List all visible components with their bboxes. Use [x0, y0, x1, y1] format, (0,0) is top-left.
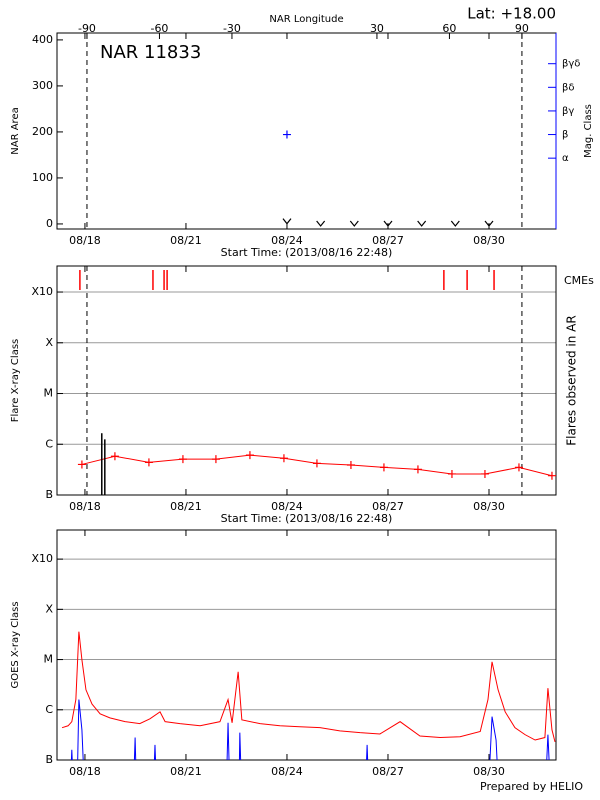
x2-tick-label: 60: [442, 22, 456, 35]
x2-tick-label: 90: [515, 22, 529, 35]
x-tick-label: 08/24: [271, 765, 303, 778]
x-axis-label: Start Time: (2013/08/16 22:48): [221, 512, 393, 525]
legend-label: CMEs: [564, 274, 594, 287]
data-point: [480, 469, 489, 478]
y-axis-label: Flare X-ray Class: [10, 339, 21, 423]
data-point: [77, 460, 86, 469]
data-point: [316, 220, 326, 227]
y-tick-label: 0: [46, 217, 53, 230]
y-tick-label: B: [45, 753, 53, 766]
x-axis-label: Start Time: (2013/08/16 22:48): [221, 246, 393, 259]
y-tick-label: X10: [31, 552, 53, 565]
flare-bar: [101, 433, 103, 495]
data-point: [346, 461, 355, 470]
data-point: [383, 220, 393, 227]
data-point: [178, 455, 187, 464]
y2-tick-label: βγ: [562, 106, 574, 117]
y-tick-label: X: [45, 336, 53, 349]
x-tick-label: 08/21: [170, 234, 202, 247]
x-tick-label: 08/21: [170, 765, 202, 778]
y-tick-label: M: [44, 653, 54, 666]
y-axis-label: GOES X-ray Class: [10, 601, 21, 688]
y2-tick-label: α: [562, 153, 569, 164]
y-axis-label: NAR Area: [10, 107, 21, 154]
y-tick-label: B: [45, 488, 53, 501]
y-tick-label: 100: [32, 171, 53, 184]
y2-tick-label: β: [562, 130, 568, 141]
data-point: [484, 220, 494, 227]
y-tick-label: 300: [32, 79, 53, 92]
y-tick-label: 200: [32, 125, 53, 138]
x-tick-label: 08/30: [473, 234, 505, 247]
y-tick-label: C: [45, 703, 53, 716]
x2-tick-label: -60: [150, 22, 168, 35]
annotation: Lat: +18.00: [467, 5, 556, 23]
y-tick-label: X: [45, 602, 53, 615]
plot-frame: [56, 265, 557, 496]
data-point: [447, 469, 456, 478]
data-point: [312, 459, 321, 468]
data-point: [514, 463, 523, 472]
x-tick-label: 08/18: [69, 765, 101, 778]
data-point: [110, 452, 119, 461]
x-tick-label: 08/27: [372, 765, 404, 778]
footer: Prepared by HELIO: [480, 780, 583, 793]
y2-axis-label: Flares observed in AR: [565, 315, 579, 445]
x-tick-label: 08/27: [372, 234, 404, 247]
data-point: [450, 220, 460, 227]
y-tick-label: C: [45, 437, 53, 450]
y-tick-label: M: [44, 387, 54, 400]
y-tick-label: 400: [32, 33, 53, 46]
x-tick-label: 08/30: [473, 500, 505, 513]
y2-tick-label: βγδ: [562, 59, 580, 70]
series-layer: [61, 631, 556, 760]
x-tick-label: 08/30: [473, 765, 505, 778]
x2-axis-label: NAR Longitude: [269, 14, 343, 25]
chart-title: NAR 11833: [100, 42, 201, 63]
data-point: [211, 455, 220, 464]
series-line: [61, 631, 556, 742]
data-point: [417, 220, 427, 227]
data-point: [245, 451, 254, 460]
x-tick-label: 08/21: [170, 500, 202, 513]
x-tick-label: 08/18: [69, 500, 101, 513]
data-point: [282, 130, 291, 139]
x2-tick-label: 30: [370, 22, 384, 35]
x2-tick-label: -30: [223, 22, 241, 35]
series-line: [70, 699, 550, 760]
x2-tick-label: -90: [78, 22, 96, 35]
data-point: [547, 471, 556, 480]
x-tick-label: 08/24: [271, 500, 303, 513]
data-point: [144, 458, 153, 467]
x-tick-label: 08/27: [372, 500, 404, 513]
data-point: [349, 220, 359, 227]
x-tick-label: 08/24: [271, 234, 303, 247]
plot-frame: [56, 529, 557, 761]
data-point: [379, 463, 388, 472]
y-tick-label: X10: [31, 285, 53, 298]
y2-axis-label: Mag. Class: [583, 104, 594, 158]
x-tick-label: 08/18: [69, 234, 101, 247]
y2-tick-label: βδ: [562, 82, 575, 93]
data-point: [282, 218, 292, 225]
data-point: [413, 465, 422, 474]
flare-bar: [104, 439, 106, 495]
data-point: [279, 454, 288, 463]
